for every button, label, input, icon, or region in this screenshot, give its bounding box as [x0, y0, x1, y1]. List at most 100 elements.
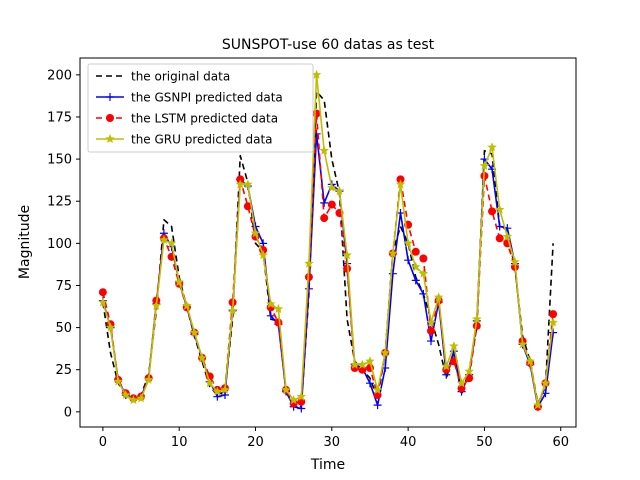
data-point-gru	[342, 250, 352, 260]
data-point-gsnpi	[411, 276, 420, 285]
data-point-gru	[197, 352, 207, 362]
data-point-gsnpi	[388, 269, 397, 278]
data-point-gru	[395, 179, 406, 189]
x-tick-label: 0	[99, 435, 107, 450]
data-point-gru	[105, 322, 116, 332]
legend-label-lstm: the LSTM predicted data	[131, 112, 278, 126]
data-point-gsnpi	[373, 401, 382, 410]
data-point-gru	[296, 391, 307, 401]
y-tick-label: 175	[47, 110, 72, 125]
data-point-gru	[273, 304, 284, 314]
data-point-gsnpi	[266, 311, 275, 320]
chart-title: SUNSPOT-use 60 datas as test	[222, 37, 435, 53]
data-point-gru	[235, 179, 245, 189]
data-point-gru	[479, 160, 490, 170]
data-point-gru	[159, 234, 169, 245]
y-tick-label: 75	[55, 279, 72, 294]
data-point-gru	[319, 145, 329, 155]
data-point-lstm	[274, 318, 283, 327]
data-point-lstm	[320, 214, 329, 223]
x-tick-label: 30	[324, 435, 341, 450]
data-point-lstm	[312, 109, 321, 118]
data-point-gru	[250, 228, 261, 238]
data-point-gru	[128, 395, 139, 405]
data-point-gru	[357, 359, 368, 369]
data-point-gru	[98, 297, 108, 307]
data-point-lstm	[358, 365, 367, 374]
data-point-gsnpi	[320, 198, 329, 207]
data-point-gru	[311, 69, 322, 79]
data-point-gru	[327, 182, 337, 192]
legend-label-gsnpi: the GSNPI predicted data	[131, 91, 283, 105]
legend: the original data the GSNPI predicted dat…	[87, 63, 314, 153]
data-point-lstm	[488, 207, 497, 216]
data-point-gsnpi	[427, 337, 436, 346]
data-point-gru	[227, 305, 238, 315]
data-point-gru	[548, 317, 558, 327]
data-point-gru	[510, 256, 520, 266]
data-point-gru	[456, 378, 467, 388]
legend-marker-lstm	[106, 114, 114, 122]
series-layer	[98, 69, 558, 413]
y-tick-label: 200	[47, 68, 72, 83]
series-line-gru	[102, 74, 554, 406]
data-point-gru	[403, 238, 413, 248]
y-tick-label: 50	[55, 321, 72, 336]
data-point-gru	[281, 384, 291, 394]
data-point-lstm	[396, 175, 405, 184]
data-point-gru	[220, 384, 230, 394]
x-axis-title: Time	[310, 457, 345, 473]
data-point-lstm	[243, 202, 252, 211]
axes: 0 10 20 30 40 50 60 0 25 50 75 100 125 150 175 200	[47, 68, 569, 450]
legend-box	[87, 63, 314, 153]
data-point-gru	[349, 359, 360, 369]
data-point-gru	[372, 384, 383, 394]
data-point-gru	[525, 356, 535, 366]
data-point-gru	[533, 400, 543, 410]
data-point-gru	[449, 341, 459, 351]
data-point-gru	[380, 347, 390, 357]
data-point-gru	[464, 366, 474, 376]
data-point-gru	[212, 386, 223, 396]
data-point-gru	[166, 238, 177, 248]
data-point-lstm	[465, 374, 474, 383]
y-tick-label: 125	[47, 195, 72, 210]
data-point-gru	[426, 317, 436, 327]
data-point-gru	[540, 378, 551, 388]
data-point-gru	[334, 186, 345, 196]
data-point-lstm	[98, 288, 107, 297]
data-point-gru	[433, 292, 444, 302]
data-point-gru	[494, 204, 505, 214]
data-point-gru	[487, 142, 497, 152]
legend-marker-gru	[105, 134, 115, 144]
series-original	[102, 90, 554, 408]
y-tick-label: 0	[64, 405, 72, 420]
data-point-lstm	[549, 310, 558, 319]
y-tick-label: 25	[55, 363, 72, 378]
data-point-lstm	[495, 234, 504, 243]
legend-label-original: the original data	[131, 70, 230, 84]
y-tick-label: 150	[47, 153, 72, 168]
data-point-gru	[136, 393, 146, 403]
data-point-gru	[204, 378, 215, 388]
data-point-gsnpi	[220, 390, 229, 399]
data-point-gru	[151, 300, 162, 310]
data-point-gru	[365, 356, 375, 366]
data-point-gru	[121, 389, 131, 400]
data-point-lstm	[297, 397, 306, 406]
x-tick-label: 20	[247, 435, 264, 450]
data-point-gsnpi	[297, 404, 306, 413]
data-point-gsnpi	[213, 392, 222, 401]
y-axis-title: Magnitude	[17, 205, 33, 279]
data-point-gsnpi	[365, 379, 374, 388]
y-tick-label: 100	[47, 237, 72, 252]
x-tick-label: 50	[476, 435, 493, 450]
data-point-gru	[288, 395, 299, 405]
legend-marker-gsnpi	[106, 93, 114, 101]
x-tick-label: 10	[171, 435, 188, 450]
data-point-lstm	[343, 264, 352, 273]
data-point-gru	[388, 248, 398, 258]
data-point-gru	[418, 268, 429, 278]
data-point-gru	[304, 258, 314, 268]
